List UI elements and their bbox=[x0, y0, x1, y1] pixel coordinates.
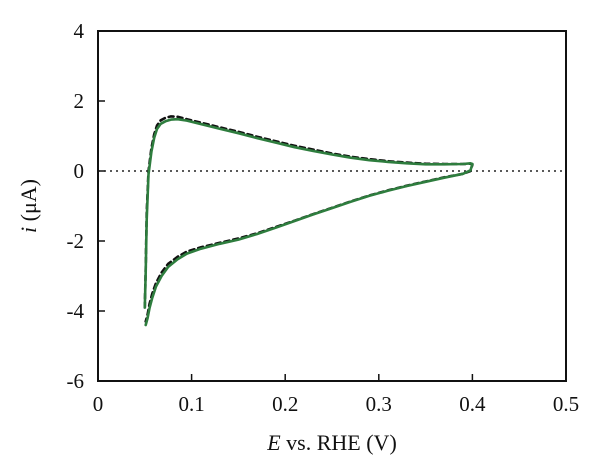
y-tick-label: -6 bbox=[67, 369, 85, 393]
x-axis-title: E vs. RHE (V) bbox=[266, 430, 397, 455]
y-tick-label: 4 bbox=[74, 19, 85, 43]
x-tick-label: 0 bbox=[93, 392, 104, 416]
y-tick-label: 0 bbox=[74, 159, 85, 183]
x-tick-label: 0.4 bbox=[459, 392, 486, 416]
y-axis-title: i (μA) bbox=[16, 179, 41, 233]
x-axis-title-symbol: E bbox=[266, 430, 281, 455]
tick-labels: 0 0.1 0.2 0.3 0.4 0.5 -6 -4 -2 0 2 4 bbox=[67, 19, 580, 416]
series-line-solid bbox=[143, 117, 474, 327]
tick-marks bbox=[97, 30, 567, 382]
y-axis-title-unit: (μA) bbox=[16, 179, 41, 227]
y-tick-label: -4 bbox=[67, 299, 85, 323]
y-tick-label: -2 bbox=[67, 229, 85, 253]
x-tick-label: 0.2 bbox=[272, 392, 298, 416]
plot-frame bbox=[97, 30, 567, 382]
y-tick-label: 2 bbox=[74, 89, 85, 113]
x-axis-title-unit: vs. RHE (V) bbox=[281, 430, 397, 455]
x-tick-label: 0.5 bbox=[553, 392, 579, 416]
x-tick-label: 0.3 bbox=[366, 392, 392, 416]
series-line-dashed bbox=[143, 115, 474, 323]
y-axis-title-symbol: i bbox=[16, 227, 41, 233]
x-tick-label: 0.1 bbox=[178, 392, 204, 416]
series-layer bbox=[143, 115, 474, 327]
